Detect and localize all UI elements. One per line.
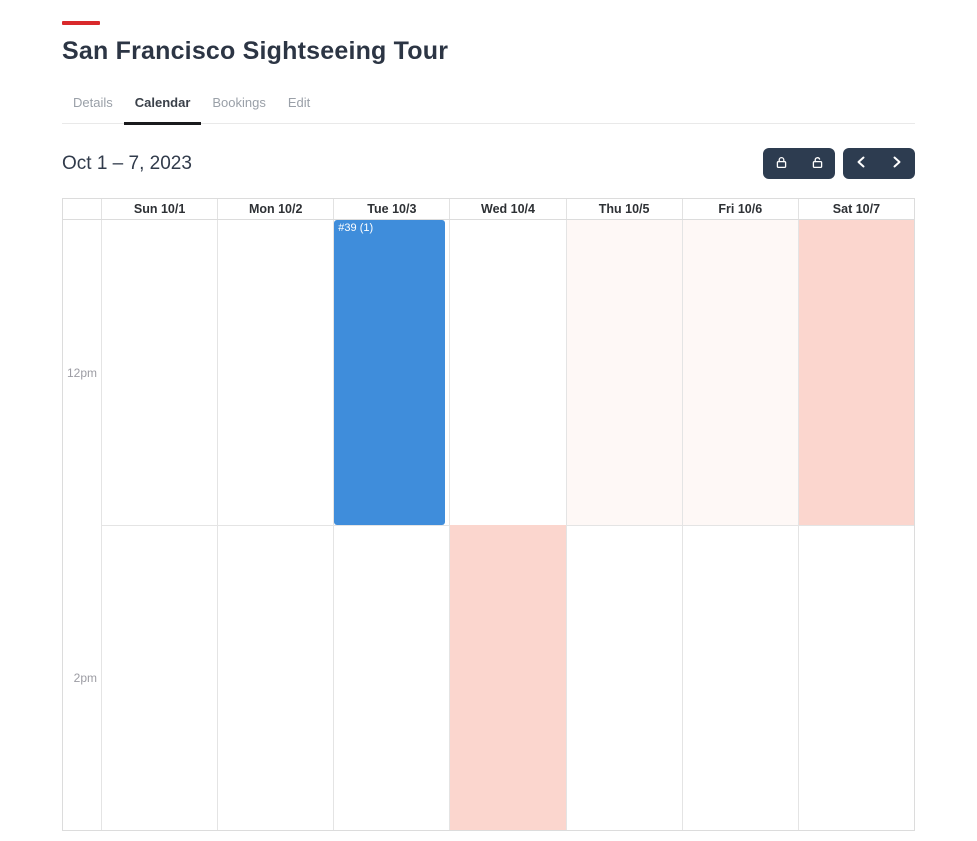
- lock-button[interactable]: [763, 148, 799, 179]
- page-title: San Francisco Sightseeing Tour: [62, 37, 449, 65]
- availability-thu: [566, 220, 682, 525]
- calendar-slot[interactable]: [217, 220, 333, 525]
- time-label-2pm: 2pm: [73, 670, 97, 685]
- calendar-slot[interactable]: [449, 220, 565, 525]
- calendar-slot[interactable]: [565, 220, 682, 525]
- day-header-sun: Sun 10/1: [101, 199, 217, 219]
- lock-toggle-group: [763, 148, 835, 179]
- calendar-slot[interactable]: [797, 525, 914, 830]
- time-gutter-header: [63, 199, 101, 219]
- tab-details[interactable]: Details: [73, 95, 113, 110]
- day-header-thu: Thu 10/5: [565, 199, 682, 219]
- calendar-grid: 12pm 2pm: [63, 220, 914, 830]
- event-label: #39 (1): [338, 222, 374, 234]
- calendar-toolbar: Oct 1 – 7, 2023: [62, 148, 915, 179]
- day-header-tue: Tue 10/3: [333, 199, 449, 219]
- calendar-slot[interactable]: [101, 525, 218, 830]
- availability-sat: [798, 220, 914, 525]
- day-header-sat: Sat 10/7: [797, 199, 914, 219]
- lock-icon: [775, 156, 788, 172]
- day-header-wed: Wed 10/4: [449, 199, 565, 219]
- events-layer: #39 (1): [101, 220, 914, 830]
- previous-week-button[interactable]: [843, 148, 879, 179]
- day-header-row: Sun 10/1 Mon 10/2 Tue 10/3 Wed 10/4 Thu …: [63, 199, 914, 220]
- unlock-button[interactable]: [799, 148, 835, 179]
- day-header-fri: Fri 10/6: [681, 199, 798, 219]
- accent-bar: [62, 21, 100, 25]
- time-label-12pm: 12pm: [66, 365, 97, 380]
- calendar-body: 12pm 2pm #39 (1): [63, 220, 914, 830]
- unlock-icon: [811, 156, 824, 172]
- week-calendar: Sun 10/1 Mon 10/2 Tue 10/3 Wed 10/4 Thu …: [62, 198, 915, 831]
- calendar-slot[interactable]: [797, 220, 914, 525]
- calendar-slot[interactable]: [217, 525, 334, 830]
- next-week-button[interactable]: [879, 148, 915, 179]
- week-nav-group: [843, 148, 915, 179]
- tab-edit[interactable]: Edit: [287, 95, 311, 110]
- tour-page: San Francisco Sightseeing Tour Details C…: [0, 21, 977, 831]
- chevron-right-icon: [892, 156, 902, 171]
- toolbar-buttons: [763, 148, 915, 179]
- availability-fri: [682, 220, 798, 525]
- tab-bar: Details Calendar Bookings Edit: [62, 89, 915, 125]
- tab-bookings[interactable]: Bookings: [212, 95, 266, 110]
- booking-39[interactable]: #39 (1): [334, 220, 446, 525]
- availability-wed: [450, 525, 566, 830]
- chevron-left-icon: [856, 156, 866, 171]
- calendar-slot[interactable]: [681, 525, 798, 830]
- day-header-mon: Mon 10/2: [217, 199, 333, 219]
- calendar-slot[interactable]: [565, 525, 682, 830]
- calendar-slot[interactable]: [333, 525, 450, 830]
- calendar-slot[interactable]: [681, 220, 798, 525]
- calendar-slot[interactable]: [333, 220, 449, 525]
- tab-calendar[interactable]: Calendar: [123, 89, 202, 125]
- calendar-slot[interactable]: [101, 220, 217, 525]
- date-range-heading: Oct 1 – 7, 2023: [62, 152, 192, 174]
